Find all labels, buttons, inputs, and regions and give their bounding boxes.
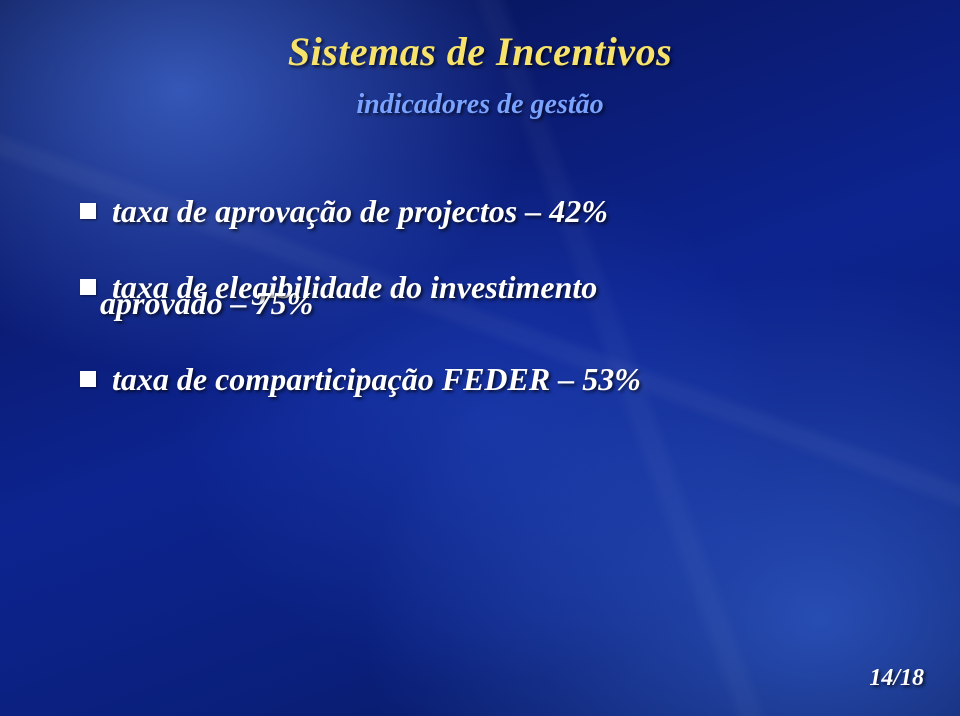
bullet-text: taxa de comparticipação FEDER – 53% [112,359,641,399]
page-number: 14/18 [869,665,924,692]
bullet-list: taxa de aprovação de projectos – 42% tax… [60,191,900,399]
bullet-item: taxa de comparticipação FEDER – 53% [80,359,900,399]
bullet-square-icon [80,203,96,219]
bullet-item: taxa de aprovação de projectos – 42% [80,191,900,231]
bullet-text: taxa de aprovação de projectos – 42% [112,191,608,231]
slide-subtitle: indicadores de gestão [60,89,900,121]
slide: Sistemas de Incentivos indicadores de ge… [0,0,960,716]
bullet-square-icon [80,279,96,295]
slide-title: Sistemas de Incentivos [60,28,900,75]
bullet-square-icon [80,371,96,387]
